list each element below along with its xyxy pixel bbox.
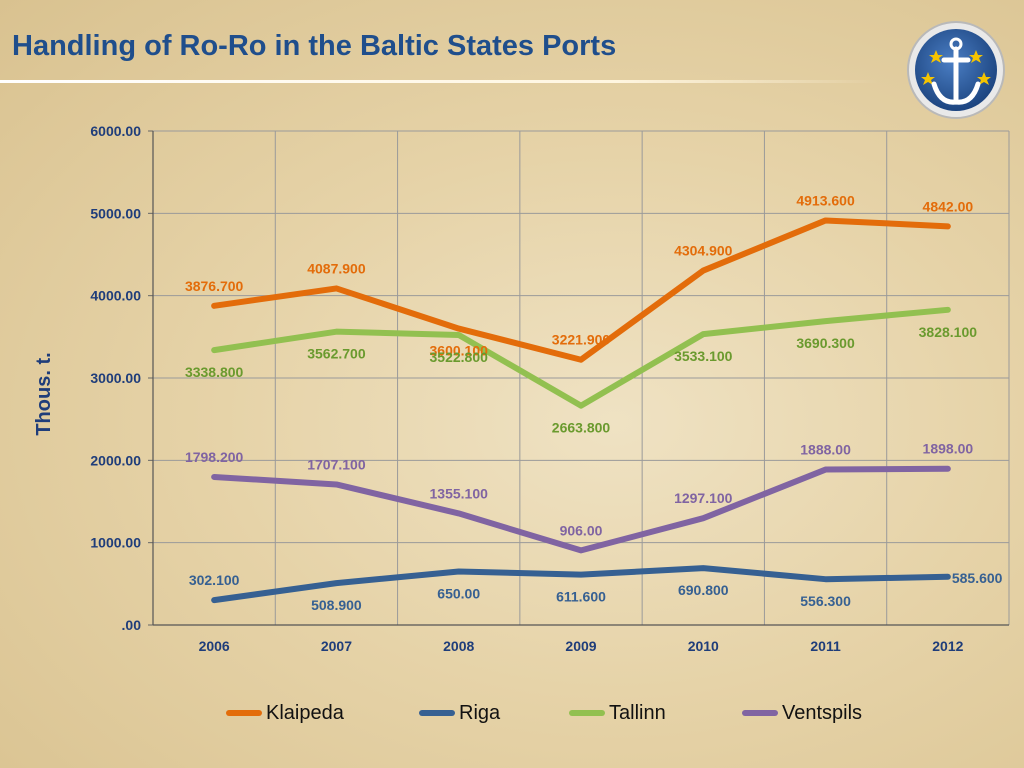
legend-item-klaipeda: Klaipeda <box>226 698 344 728</box>
data-label-ventspils: 1798.200 <box>185 449 244 465</box>
data-label-klaipeda: 4304.900 <box>674 243 733 259</box>
slide-title: Handling of Ro-Ro in the Baltic States P… <box>12 30 617 62</box>
data-label-ventspils: 1898.00 <box>923 441 974 457</box>
data-label-riga: 690.800 <box>678 582 729 598</box>
data-label-tallinn: 3562.700 <box>307 346 366 362</box>
x-tick-label: 2009 <box>565 638 596 654</box>
data-label-klaipeda: 3600.100 <box>430 343 489 359</box>
y-tick-label: 3000.00 <box>90 370 141 386</box>
data-label-klaipeda: 4913.600 <box>796 192 855 208</box>
x-tick-label: 2011 <box>810 638 841 654</box>
y-tick-label: 1000.00 <box>90 535 141 551</box>
data-label-tallinn: 3828.100 <box>919 324 978 340</box>
legend-label: Riga <box>459 701 501 724</box>
legend-swatch <box>419 710 455 716</box>
data-label-tallinn: 3690.300 <box>796 335 855 351</box>
legend-swatch <box>742 710 778 716</box>
data-label-ventspils: 1707.100 <box>307 456 366 472</box>
line-chart: .00 1000.00 2000.00 3000.00 4000.00 5000.00 60… <box>33 123 1010 654</box>
anchor-logo-icon <box>907 21 1005 119</box>
data-label-ventspils: 1297.100 <box>674 490 733 506</box>
data-label-ventspils: 906.00 <box>560 522 603 538</box>
y-axis-title: Thous. t. <box>33 352 55 435</box>
chart-axes: .00 1000.00 2000.00 3000.00 4000.00 5000.00 60… <box>33 123 1009 654</box>
legend-item-riga: Riga <box>419 698 500 728</box>
legend-label: Tallinn <box>609 701 666 724</box>
x-tick-label: 2010 <box>688 638 719 654</box>
title-divider <box>0 80 880 83</box>
y-tick-label: 6000.00 <box>90 123 141 139</box>
data-label-tallinn: 3338.800 <box>185 364 244 380</box>
x-tick-label: 2012 <box>932 638 963 654</box>
data-label-riga: 508.900 <box>311 597 362 613</box>
data-label-riga: 611.600 <box>556 589 606 605</box>
chart-legend: Klaipeda Riga Tallinn Ventspils <box>0 698 1024 728</box>
data-label-klaipeda: 4087.900 <box>307 260 366 276</box>
data-label-ventspils: 1355.100 <box>430 485 489 501</box>
data-label-riga: 585.600 <box>952 570 1003 586</box>
legend-label: Klaipeda <box>266 701 344 724</box>
chart-series <box>211 217 951 604</box>
data-label-tallinn: 3533.100 <box>674 348 733 364</box>
data-label-klaipeda: 4842.00 <box>923 198 974 214</box>
legend-swatch <box>226 710 262 716</box>
data-label-riga: 650.00 <box>437 585 480 601</box>
y-tick-label: 5000.00 <box>90 205 141 221</box>
y-tick-label: 2000.00 <box>90 452 141 468</box>
legend-item-ventspils: Ventspils <box>742 698 862 728</box>
data-label-klaipeda: 3221.900 <box>552 332 611 348</box>
x-tick-label: 2007 <box>321 638 352 654</box>
legend-label: Ventspils <box>782 701 863 724</box>
data-label-riga: 556.300 <box>800 593 851 609</box>
y-tick-label: .00 <box>122 617 142 633</box>
x-tick-label: 2008 <box>443 638 474 654</box>
y-tick-label: 4000.00 <box>90 288 141 304</box>
data-label-ventspils: 1888.00 <box>800 442 851 458</box>
x-tick-label: 2006 <box>199 638 230 654</box>
data-label-riga: 302.100 <box>189 572 240 588</box>
data-label-tallinn: 3522.800 <box>430 349 489 365</box>
chart-data-labels: 3876.700 4087.900 3600.100 3221.900 4304.900… <box>185 192 1003 613</box>
data-label-klaipeda: 3876.700 <box>185 278 244 294</box>
legend-item-tallinn: Tallinn <box>569 698 666 728</box>
legend-swatch <box>569 710 605 716</box>
data-label-tallinn: 2663.800 <box>552 420 611 436</box>
